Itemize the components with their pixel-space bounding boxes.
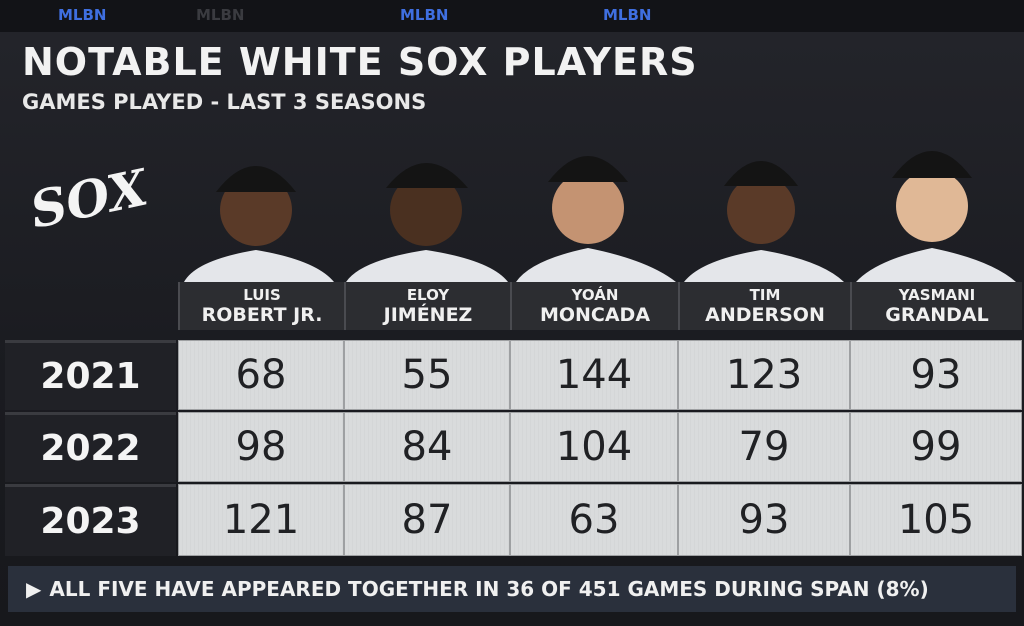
column-header: YASMANI GRANDAL bbox=[850, 282, 1022, 330]
player-photo bbox=[856, 151, 1016, 282]
last-name: ROBERT JR. bbox=[201, 304, 323, 326]
games-cell: 104 bbox=[510, 412, 678, 482]
bullet-arrow: ▶ bbox=[26, 577, 42, 601]
games-cell: 105 bbox=[850, 484, 1022, 556]
team-logo: SOX bbox=[25, 157, 153, 240]
first-name: YOÁN bbox=[571, 286, 619, 304]
games-cell: 79 bbox=[678, 412, 850, 482]
games-cell: 144 bbox=[510, 340, 678, 410]
network-label: MLBN bbox=[196, 6, 245, 24]
season-label: 2023 bbox=[5, 484, 176, 556]
games-cell: 93 bbox=[678, 484, 850, 556]
games-cell: 84 bbox=[344, 412, 510, 482]
first-name: YASMANI bbox=[898, 286, 976, 304]
last-name: ANDERSON bbox=[705, 304, 825, 326]
first-name: TIM bbox=[749, 286, 781, 304]
games-cell: 63 bbox=[510, 484, 678, 556]
games-cell: 93 bbox=[850, 340, 1022, 410]
footnote-text: ALL FIVE HAVE APPEARED TOGETHER IN 36 OF… bbox=[49, 577, 929, 601]
column-header: ELOY JIMÉNEZ bbox=[344, 282, 510, 330]
top-bar bbox=[0, 0, 1024, 32]
footnote: ▶ ALL FIVE HAVE APPEARED TOGETHER IN 36 O… bbox=[8, 566, 1016, 612]
last-name: GRANDAL bbox=[885, 304, 989, 326]
last-name: JIMÉNEZ bbox=[383, 304, 473, 326]
games-cell: 99 bbox=[850, 412, 1022, 482]
player-photo bbox=[684, 161, 844, 282]
player-photo bbox=[184, 166, 334, 282]
subtitle: GAMES PLAYED - LAST 3 SEASONS bbox=[22, 90, 427, 114]
title: NOTABLE WHITE SOX PLAYERS bbox=[22, 40, 698, 84]
first-name: LUIS bbox=[243, 286, 281, 304]
network-label: MLBN bbox=[400, 6, 449, 24]
player-photo bbox=[346, 163, 508, 282]
games-cell: 87 bbox=[344, 484, 510, 556]
games-cell: 68 bbox=[178, 340, 344, 410]
games-cell: 121 bbox=[178, 484, 344, 556]
column-header: YOÁN MONCADA bbox=[510, 282, 678, 330]
games-cell: 55 bbox=[344, 340, 510, 410]
column-header: TIM ANDERSON bbox=[678, 282, 850, 330]
network-label: MLBN bbox=[603, 6, 652, 24]
column-header: LUIS ROBERT JR. bbox=[178, 282, 344, 330]
last-name: MONCADA bbox=[539, 304, 651, 326]
games-cell: 123 bbox=[678, 340, 850, 410]
network-label: MLBN bbox=[58, 6, 107, 24]
first-name: ELOY bbox=[406, 286, 450, 304]
season-label: 2021 bbox=[5, 340, 176, 410]
games-cell: 98 bbox=[178, 412, 344, 482]
season-label: 2022 bbox=[5, 412, 176, 482]
player-photos bbox=[184, 151, 1016, 282]
player-photo bbox=[516, 156, 676, 282]
